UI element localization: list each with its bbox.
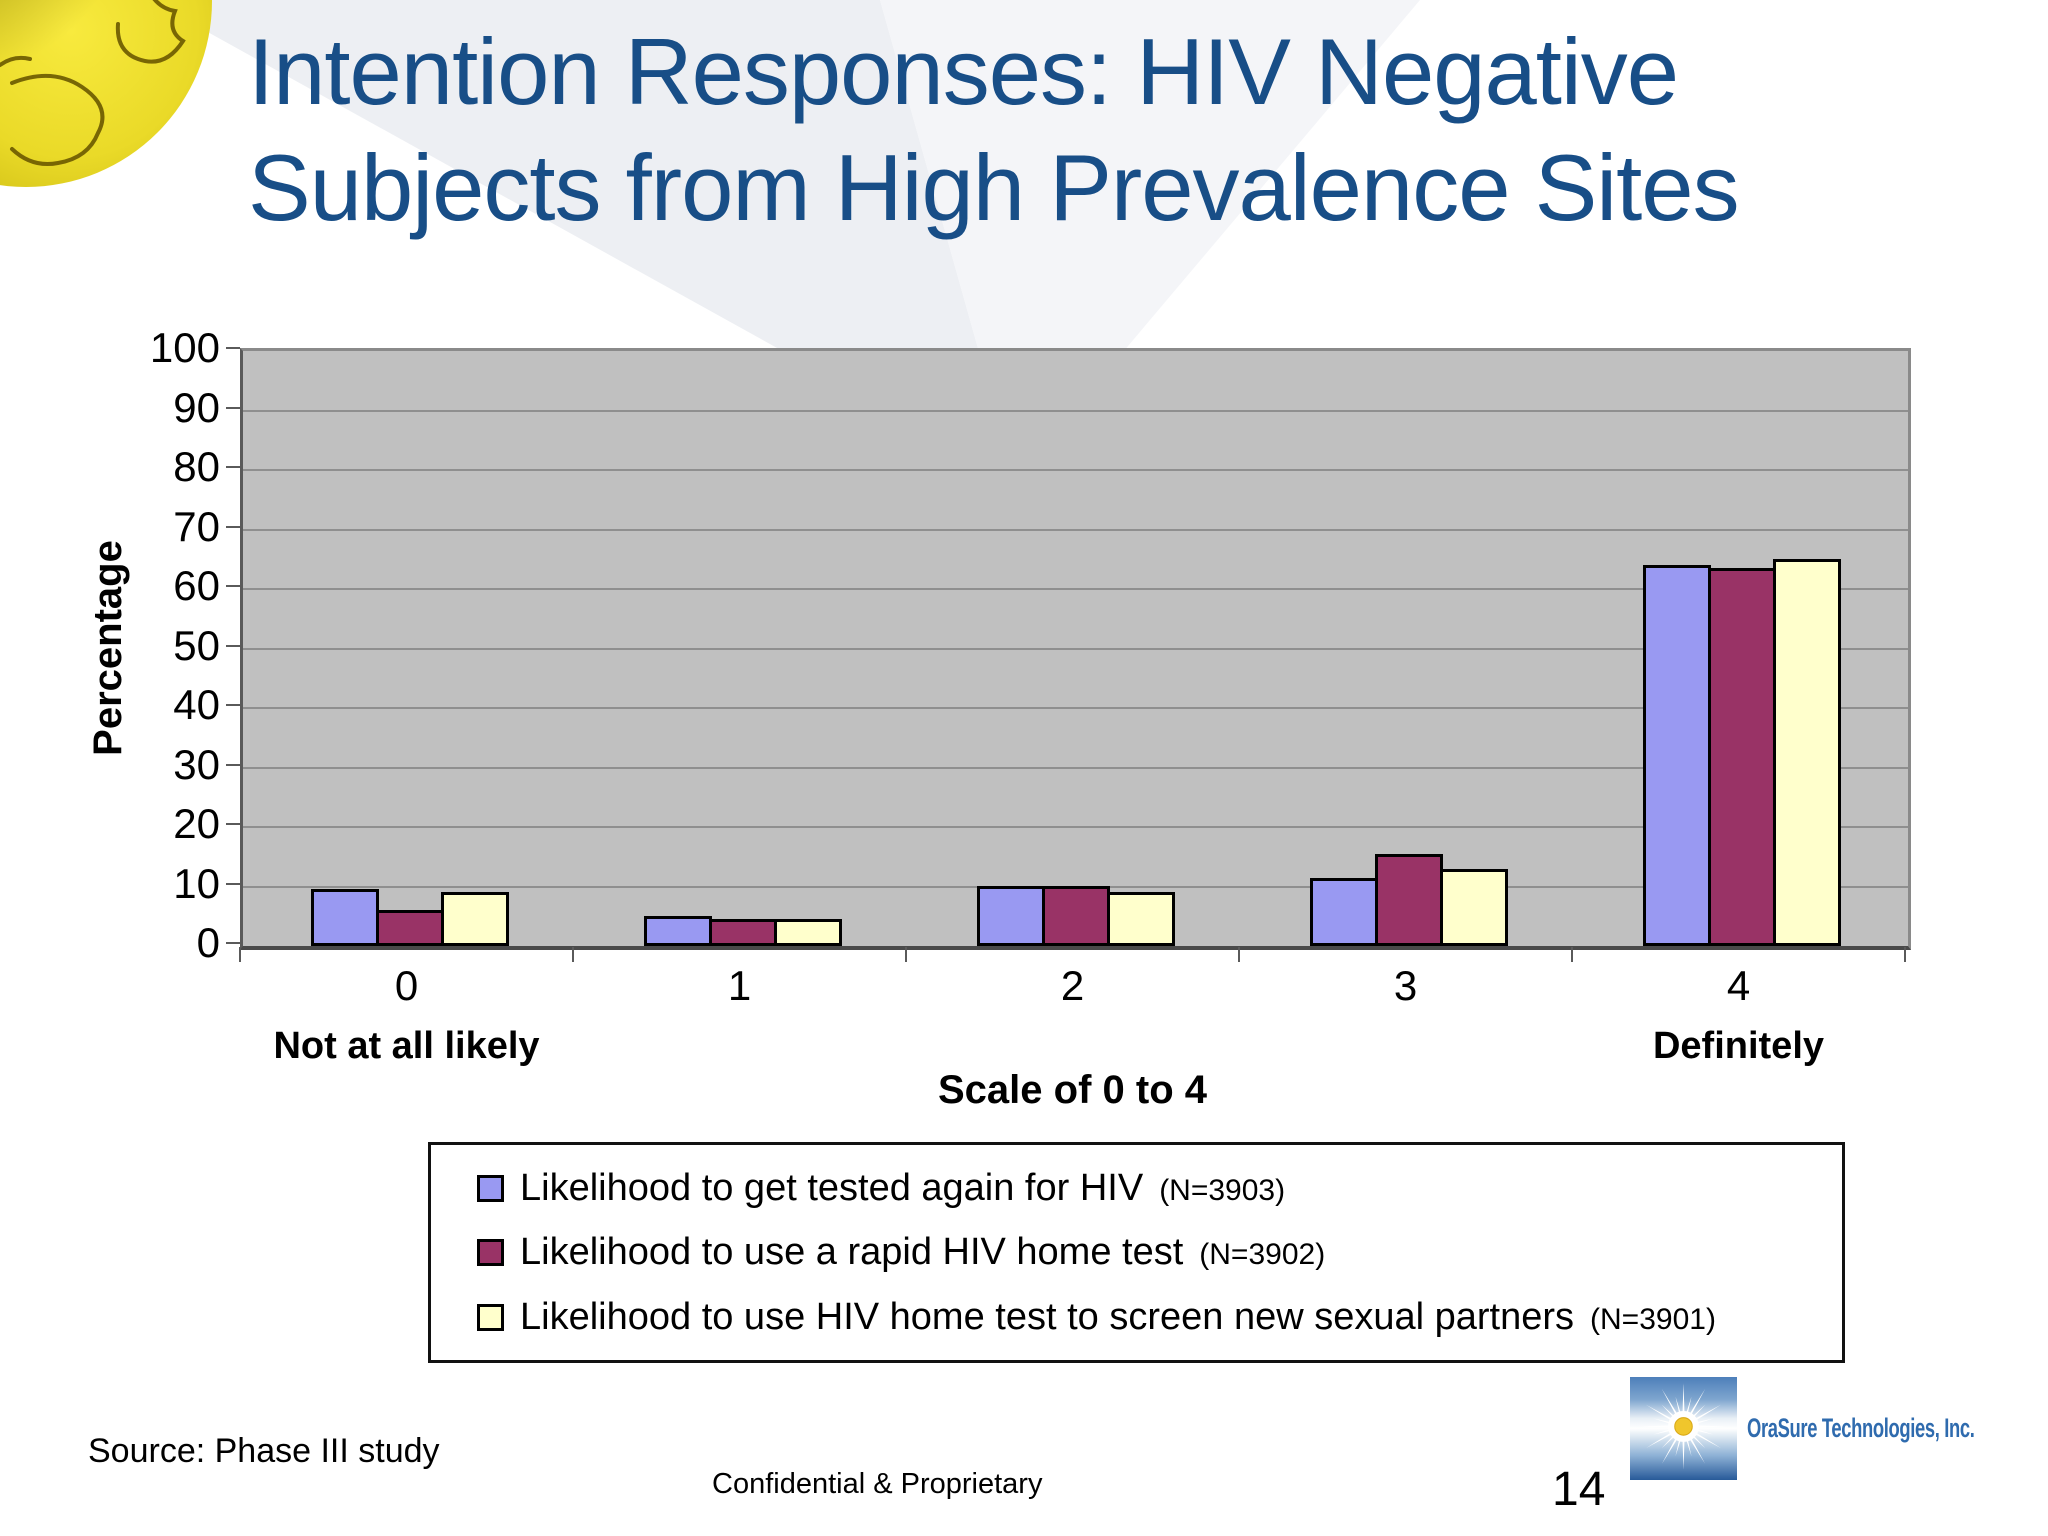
y-tick-label: 40 <box>173 681 220 728</box>
gridline <box>243 707 1908 709</box>
legend-swatch <box>477 1303 504 1331</box>
legend-item-n: (N=3902) <box>1199 1238 1326 1271</box>
legend-item-n: (N=3903) <box>1159 1173 1286 1207</box>
globe-icon <box>0 0 212 187</box>
bar-series3-cat1 <box>773 919 842 946</box>
footer-text: Confidential & Proprietary <box>712 1468 1043 1500</box>
legend: Likelihood to get tested again for HIV (N… <box>428 1142 1845 1363</box>
bar-series2-cat0 <box>375 910 444 946</box>
bar-groups <box>243 351 1908 946</box>
x-tick-label: 0 <box>394 962 419 1009</box>
gridline <box>243 766 1908 769</box>
y-tick-mark <box>226 704 240 706</box>
gridline <box>243 469 1908 471</box>
y-tick-mark <box>226 406 240 409</box>
x-tick-label: 2 <box>1060 962 1085 1009</box>
y-tick-mark <box>226 466 240 468</box>
sunburst-icon <box>1630 1377 1737 1480</box>
bar-series1-cat3 <box>1309 878 1378 946</box>
source-text: Source: Phase III study <box>88 1432 440 1470</box>
y-tick-mark <box>226 882 240 885</box>
legend-item: Likelihood to get tested again for HIV (N… <box>477 1167 1842 1210</box>
x-tick-mark <box>1904 947 1906 962</box>
legend-swatch <box>477 1174 504 1202</box>
bar-series2-cat2 <box>1041 886 1110 946</box>
x-tick-mark <box>1238 947 1240 962</box>
legend-item: Likelihood to use a rapid HIV home test (… <box>477 1231 1842 1274</box>
gridline <box>243 409 1908 412</box>
x-tick-mark <box>239 947 241 962</box>
bar-series1-cat4 <box>1642 565 1711 946</box>
x-axis-label: Scale of 0 to 4 <box>938 1068 1207 1112</box>
bar-series3-cat0 <box>440 892 509 946</box>
orasure-logo: OraSure Technologies, Inc. <box>1630 1377 2048 1480</box>
y-tick-label: 20 <box>173 800 220 847</box>
slide-title-line1: Intention Responses: HIV Negative <box>248 19 1679 124</box>
y-tick-label: 0 <box>196 919 220 966</box>
bar-series3-cat4 <box>1772 559 1841 946</box>
y-tick-label: 50 <box>173 621 220 669</box>
plot-area <box>240 348 1911 950</box>
bar-group <box>576 351 909 946</box>
bar-series3-cat2 <box>1106 892 1175 946</box>
bar-group <box>1242 351 1575 946</box>
bar-group <box>1575 351 1908 946</box>
y-tick-label: 10 <box>173 859 220 907</box>
gridline <box>243 647 1908 650</box>
y-tick-label: 90 <box>173 383 220 431</box>
gridline <box>243 528 1908 531</box>
legend-item-label: Likelihood to use a rapid HIV home test <box>520 1231 1184 1273</box>
y-tick-label: 100 <box>149 324 220 371</box>
y-tick-label: 70 <box>173 502 220 550</box>
page-number: 14 <box>1552 1463 1606 1516</box>
bar-group <box>909 351 1242 946</box>
slide-title-line2: Subjects from High Prevalence Sites <box>248 135 1740 240</box>
slide-title: Intention Responses: HIV Negative Subjec… <box>248 14 1740 246</box>
bar-series1-cat2 <box>976 886 1045 946</box>
legend-item-n: (N=3901) <box>1590 1302 1716 1336</box>
x-tick-mark <box>905 947 907 962</box>
x-tick-mark <box>1571 947 1573 962</box>
orasure-logo-text: OraSure Technologies, Inc. <box>1747 1413 1975 1443</box>
gridline <box>243 826 1908 828</box>
legend-item-label: Likelihood to get tested again for HIV <box>520 1166 1144 1209</box>
bar-series2-cat3 <box>1374 854 1443 946</box>
x-caption: Definitely <box>1652 1025 1825 1067</box>
bar-series2-cat4 <box>1707 568 1776 946</box>
x-tick-mark <box>572 947 574 962</box>
legend-item-label: Likelihood to use HIV home test to scree… <box>520 1295 1575 1338</box>
bar-series2-cat1 <box>708 919 777 946</box>
bar-series3-cat3 <box>1439 869 1508 946</box>
y-tick-mark <box>226 585 240 587</box>
legend-item: Likelihood to use HIV home test to scree… <box>477 1296 1842 1339</box>
gridline <box>243 588 1908 590</box>
y-tick-mark <box>226 942 240 944</box>
y-tick-mark <box>226 525 240 528</box>
y-tick-mark <box>226 644 240 647</box>
x-tick-label: 3 <box>1393 962 1418 1009</box>
bar-series1-cat0 <box>310 889 379 946</box>
y-tick-mark <box>226 763 240 766</box>
y-tick-mark <box>226 823 240 825</box>
legend-swatch <box>477 1239 504 1266</box>
y-tick-label: 80 <box>173 443 220 490</box>
y-tick-label: 30 <box>173 740 220 788</box>
x-tick-label: 1 <box>727 962 752 1009</box>
bar-series1-cat1 <box>643 916 712 946</box>
x-tick-label: 4 <box>1726 962 1751 1009</box>
y-tick-mark <box>226 347 240 349</box>
bar-group <box>243 351 576 946</box>
x-caption: Not at all likely <box>273 1025 540 1067</box>
y-tick-label: 60 <box>173 562 220 609</box>
